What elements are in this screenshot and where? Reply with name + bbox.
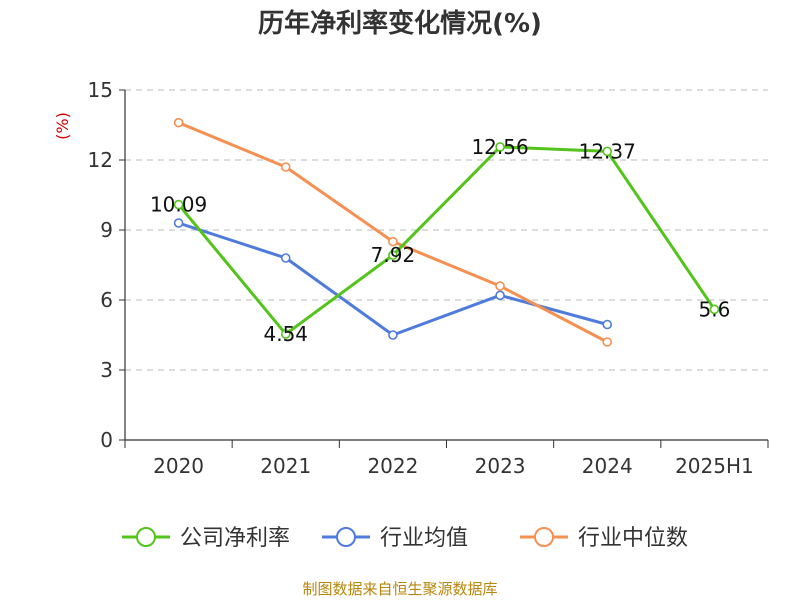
data-label: 12.37 <box>579 139 636 163</box>
data-point <box>173 117 184 128</box>
y-tick-label: 3 <box>100 358 113 382</box>
x-tick-label: 2020 <box>153 454 204 478</box>
y-tick-label: 6 <box>100 288 113 312</box>
data-label: 10.09 <box>150 193 207 217</box>
legend-marker-1 <box>336 527 356 547</box>
series-line-0 <box>177 145 716 336</box>
data-point <box>602 337 613 347</box>
axes <box>119 89 769 448</box>
data-label: 4.54 <box>263 322 308 346</box>
data-point <box>602 319 613 330</box>
x-tick-label: 2023 <box>475 454 526 478</box>
data-label: 5.6 <box>699 297 731 321</box>
data-label: 7.92 <box>371 243 416 267</box>
data-label: 12.56 <box>471 135 528 159</box>
y-tick-label: 15 <box>88 78 113 102</box>
y-tick-labels: 0 3 6 9 12 15 <box>88 78 113 452</box>
chart-title: 历年净利率变化情况(%) <box>258 8 542 39</box>
data-point <box>280 253 291 263</box>
legend-label-1[interactable]: 行业均值 <box>380 526 468 551</box>
data-point <box>280 162 291 172</box>
data-point <box>709 304 720 315</box>
series-group <box>173 117 720 347</box>
x-tick-label: 2021 <box>260 454 311 478</box>
grid-lines <box>125 89 768 371</box>
x-tick-label: 2022 <box>367 454 418 478</box>
data-point <box>602 146 613 157</box>
source-note: 制图数据来自恒生聚源数据库 <box>302 580 497 598</box>
y-tick-label: 9 <box>100 218 113 242</box>
y-axis-unit: (%) <box>53 112 72 140</box>
legend[interactable]: 公司净利率 行业均值 行业中位数 <box>122 526 688 551</box>
legend-marker-2 <box>534 527 554 547</box>
y-tick-label: 0 <box>100 428 113 452</box>
data-point <box>280 329 291 339</box>
data-point <box>495 142 505 152</box>
data-point <box>388 250 398 260</box>
y-tick-label: 12 <box>88 148 113 172</box>
data-labels: 10.09 4.54 7.92 12.56 12.37 5.6 <box>150 135 730 346</box>
data-point <box>173 218 184 228</box>
data-point <box>173 199 184 210</box>
data-point <box>495 290 505 301</box>
x-tick-labels: 2020 2021 2022 2023 2024 2025H1 <box>153 454 754 478</box>
series-line-2 <box>178 121 608 344</box>
x-tick-label: 2025H1 <box>675 454 754 478</box>
legend-marker-0 <box>136 527 156 547</box>
legend-label-0[interactable]: 公司净利率 <box>180 526 290 551</box>
x-tick-label: 2024 <box>582 454 633 478</box>
legend-label-2[interactable]: 行业中位数 <box>578 526 688 551</box>
data-point <box>495 281 505 291</box>
data-point <box>388 330 398 340</box>
data-point <box>388 236 398 247</box>
